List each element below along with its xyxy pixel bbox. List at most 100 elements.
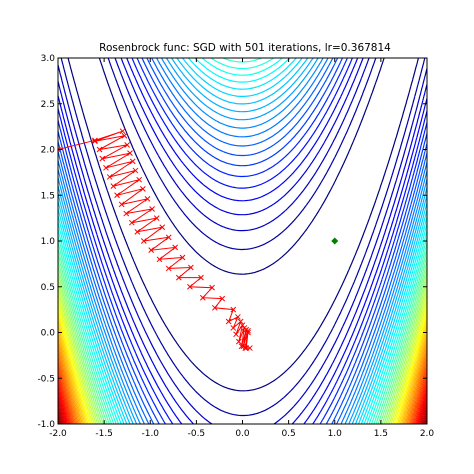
sgd-point-marker [99,155,106,162]
sgd-point-marker [245,329,251,336]
contour-line [58,58,427,424]
sgd-point-marker [121,132,128,139]
contour-line [58,58,427,424]
sgd-point-marker [132,167,139,174]
sgd-point-marker [129,158,136,165]
contour-line [58,395,427,424]
sgd-point-marker [165,265,172,272]
contour-line [58,58,427,424]
y-tick-label: 3.0 [41,54,56,64]
contour-line [58,58,427,424]
sgd-point-marker [172,244,179,251]
contour-line [67,58,420,392]
sgd-point-marker [233,331,239,338]
contour-line [58,242,427,424]
sgd-point-marker [225,318,232,325]
contour-line [58,352,427,424]
contour-line [58,329,427,424]
sgd-point-marker [230,306,237,313]
sgd-point-marker [175,274,182,281]
sgd-point-marker [199,294,206,301]
contour-line [58,58,427,424]
contour-line [58,58,427,424]
sgd-point-marker [127,150,133,157]
x-tick-label: 1.0 [328,429,343,439]
sgd-point-marker [136,176,143,183]
sgd-point-marker [211,304,218,311]
sgd-point-marker [140,185,146,192]
sgd-point-marker [58,146,61,153]
x-tick-label: 0.5 [281,429,295,439]
sgd-point-marker [153,215,160,221]
sgd-point-marker [219,295,226,302]
sgd-point-marker [239,322,246,329]
sgd-point-marker [156,256,163,263]
x-tick-label: 2.0 [420,429,435,439]
y-tick-label: 2.0 [41,146,56,156]
contour-line [58,260,427,424]
sgd-point-marker [140,238,147,244]
sgd-point-marker [124,142,131,148]
sgd-point-marker [242,345,249,351]
contour-line [58,314,427,424]
contour-line [58,58,427,424]
contour-line [58,334,427,424]
x-tick-label: -1.0 [141,429,159,439]
contour-line [58,391,427,424]
contour-line [58,58,427,424]
y-tick-label: -0.5 [37,374,55,384]
sgd-point-marker [103,164,109,171]
sgd-point-marker [198,274,204,281]
contour-line [58,338,427,424]
contour-line [58,58,427,424]
contour-line [58,309,427,424]
sgd-point-marker [238,343,245,350]
contour-line [58,277,427,424]
contour-line [58,357,427,424]
x-tick-label: 1.5 [374,429,388,439]
contour-line [58,324,427,424]
contour-line [58,58,427,424]
sgd-point-marker [118,201,125,208]
contour-line [58,254,427,424]
contour-line [58,348,427,424]
sgd-point-marker [230,325,237,331]
contour-line [58,248,427,424]
contour-line [58,399,427,424]
contour-line [58,58,427,424]
axes: -2.0 -1.5 -1.0 -0.5 0.0 0.5 1.0 1.5 2.0 -1.0 -0.5 0… [37,54,434,439]
sgd-point-marker [237,318,244,325]
sgd-point-marker [245,327,251,334]
contour-line [58,378,427,424]
sgd-point-marker [235,338,242,345]
sgd-point-marker [134,228,141,235]
sgd-point-marker [187,264,194,271]
sgd-point-marker [96,146,103,153]
contour-line [60,58,426,417]
sgd-point-marker [247,345,253,351]
contour-line [58,58,427,424]
sgd-point-marker [123,210,130,217]
contour-line [58,304,427,424]
sgd-point-marker [235,314,241,320]
sgd-point-marker [165,234,172,241]
sgd-point-marker [159,224,166,231]
contour-line [58,383,427,424]
contour-lines [58,58,427,424]
sgd-point-marker [148,247,155,254]
sgd-point-marker [209,284,215,291]
contour-line [58,294,427,424]
contour-line [58,58,427,424]
contour-line [58,283,427,424]
chart-title: Rosenbrock func: SGD with 501 iterations… [99,42,391,54]
y-tick-label: -1.0 [37,420,55,430]
sgd-path [58,128,253,351]
y-tick-label: 0.0 [41,329,56,339]
sgd-point-marker [114,192,120,199]
sgd-point-marker [106,174,113,180]
optimum-marker [331,237,339,245]
x-tick-label: -2.0 [49,429,67,439]
contour-line [58,319,427,424]
x-tick-label: -0.5 [188,429,206,439]
